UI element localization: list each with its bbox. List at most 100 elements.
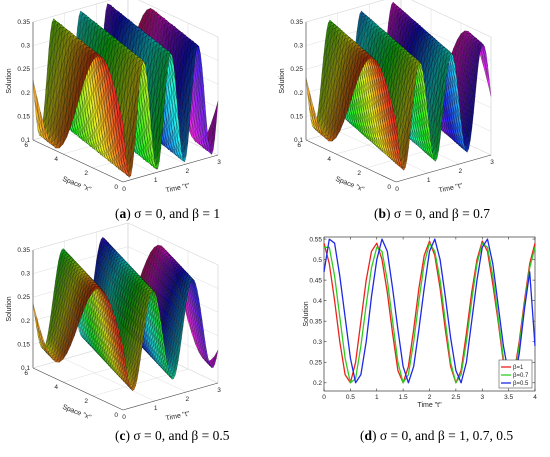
caption-paren: ( xyxy=(115,206,120,221)
y-tick-label: 0.35 xyxy=(309,318,322,325)
z-tick-label: 0.2 xyxy=(21,318,30,325)
x-tick-label: 1.5 xyxy=(399,394,408,401)
time-tick-label: 1 xyxy=(154,177,158,184)
time-tick-label: 1 xyxy=(154,405,158,412)
series-line-1 xyxy=(324,242,536,384)
time-tick-label: 0 xyxy=(395,186,399,193)
z-tick-label: 0.3 xyxy=(294,43,303,50)
caption-paren: ( xyxy=(360,428,365,443)
caption-letter: d xyxy=(365,428,373,443)
caption-paren: ) xyxy=(372,428,377,443)
time-floor-gridline xyxy=(64,358,155,402)
space-tick-label: 0 xyxy=(114,184,118,191)
caption-text: σ = 0, and β = 0.5 xyxy=(130,428,230,443)
panel-caption: (d) σ = 0, and β = 1, 0.7, 0.5 xyxy=(360,428,513,443)
series-line-2 xyxy=(323,238,536,384)
y-tick-label: 0.4 xyxy=(313,298,322,305)
x-tick-label: 0 xyxy=(322,394,326,401)
surface-patch xyxy=(392,105,398,137)
space-tick-label: 4 xyxy=(327,156,331,163)
x-axis-label: Time "t" xyxy=(417,402,442,409)
z-tick-label: 0.2 xyxy=(294,90,303,97)
space-tick-label: 6 xyxy=(24,142,28,149)
z-tick-label: 0.2 xyxy=(21,90,30,97)
z-tick-label: 0.25 xyxy=(17,66,30,73)
space-axis xyxy=(305,139,397,183)
z-tick-label: 0.35 xyxy=(17,19,30,26)
time-axis-label: Time "t" xyxy=(165,182,191,194)
surface xyxy=(305,1,492,171)
x-tick-label: 3 xyxy=(480,394,484,401)
z-tick-label: 0.3 xyxy=(21,43,30,50)
panel-a: 0.1 0.15 0.2 0.25 0.3 0.35 0 1 2 3 0 2 4 6 Time "t" Spa… xyxy=(6,0,221,221)
x-tick-label: 1 xyxy=(375,394,379,401)
caption-text: σ = 0, and β = 1 xyxy=(131,206,220,221)
legend: β=1 β=0.7 β=0.5 xyxy=(498,359,533,389)
surface xyxy=(32,237,219,391)
z-tick-label: 0.35 xyxy=(17,247,30,254)
legend-entry: β=0.7 xyxy=(513,373,529,379)
time-tick-label: 0 xyxy=(122,414,126,421)
space-floor-gridline xyxy=(62,354,159,383)
space-axis-label: Space "x" xyxy=(61,176,92,194)
time-tick-label: 2 xyxy=(186,396,190,403)
x-tick-label: 0.5 xyxy=(346,394,355,401)
y-tick-label: 0.25 xyxy=(309,359,322,366)
y-tick-label: 0.55 xyxy=(309,236,322,243)
z-tick-label: 0.15 xyxy=(290,113,303,120)
panel-b: 0.1 0.15 0.2 0.25 0.3 0.35 0 1 2 3 0 2 4 6 Time "t" Spa… xyxy=(279,0,494,221)
time-floor-gridline xyxy=(337,130,428,174)
y-tick-label: 0.45 xyxy=(309,277,322,284)
space-axis-label: Space "x" xyxy=(61,404,92,422)
space-axis xyxy=(32,367,124,411)
time-axis-label: Time "t" xyxy=(165,410,191,422)
caption-text: σ = 0, and β = 0.7 xyxy=(391,206,491,221)
legend-entry: β=1 xyxy=(513,365,524,371)
space-floor-gridline xyxy=(365,140,462,169)
surface-patch xyxy=(119,106,125,143)
panel-c: 0.1 0.15 0.2 0.25 0.3 0.35 0 1 2 3 0 2 4 6 Time "t" Spa… xyxy=(6,222,230,443)
z-tick-label: 0.3 xyxy=(21,271,30,278)
caption-letter: c xyxy=(120,428,126,443)
x-tick-label: 4 xyxy=(533,394,537,401)
caption-text: σ = 0, and β = 1, 0.7, 0.5 xyxy=(377,428,514,443)
z-tick-label: 0.15 xyxy=(17,341,30,348)
time-tick-label: 2 xyxy=(186,168,190,175)
time-axis xyxy=(122,382,219,411)
caption-paren: ) xyxy=(126,206,131,221)
z-axis-label: Solution xyxy=(279,68,286,93)
caption-paren: ) xyxy=(126,428,131,443)
z-axis-label: Solution xyxy=(6,296,13,321)
z-tick-label: 0.35 xyxy=(290,19,303,26)
z-tick-label: 0.15 xyxy=(17,113,30,120)
time-axis xyxy=(122,154,219,183)
space-tick-label: 4 xyxy=(54,156,58,163)
space-tick-label: 6 xyxy=(24,370,28,377)
time-tick-label: 3 xyxy=(217,159,221,166)
y-axis-label: Solution xyxy=(303,301,310,326)
y-tick-label: 0.3 xyxy=(313,339,322,346)
space-tick-label: 2 xyxy=(84,398,88,405)
caption-paren: ) xyxy=(386,206,391,221)
y-tick-label: 0.2 xyxy=(313,380,322,387)
x-tick-label: 3.5 xyxy=(504,394,513,401)
space-tick-label: 6 xyxy=(297,142,301,149)
panel-caption: (b) σ = 0, and β = 0.7 xyxy=(374,206,490,221)
surface-patch xyxy=(119,332,125,358)
time-axis-label: Time "t" xyxy=(438,182,464,194)
space-tick-label: 2 xyxy=(357,170,361,177)
space-tick-label: 0 xyxy=(387,184,391,191)
space-axis-label: Space "x" xyxy=(334,176,365,194)
z-tick-label: 0.25 xyxy=(290,66,303,73)
panel-caption: (c) σ = 0, and β = 0.5 xyxy=(115,428,230,443)
z-tick-label: 0.1 xyxy=(21,137,30,144)
time-tick-label: 3 xyxy=(217,387,221,394)
z-axis-label: Solution xyxy=(6,68,13,93)
y-tick-label: 0.5 xyxy=(313,257,322,264)
caption-paren: ( xyxy=(115,428,120,443)
time-tick-label: 2 xyxy=(459,168,463,175)
panel-caption: (a) σ = 0, and β = 1 xyxy=(115,206,220,221)
legend-entry: β=0.5 xyxy=(513,381,529,387)
x-tick-label: 2.5 xyxy=(451,394,460,401)
